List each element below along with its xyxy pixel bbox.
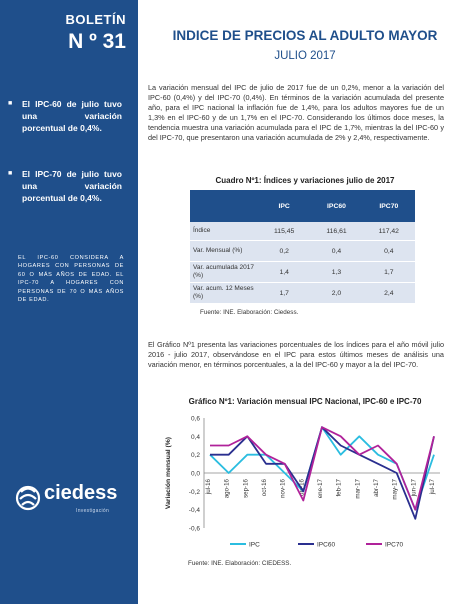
x-tick-label: jun-17 [410,478,417,497]
y-tick-label: 0,4 [191,434,200,441]
bulletin-number: N º 31 [68,30,126,53]
legend-label: IPC60 [317,541,335,548]
definition-note: EL IPC-60 CONSIDERA A HOGARES CON PERSON… [18,255,124,304]
table-cell: Var. Mensual (%) [190,240,258,262]
table-cell: 0,4 [362,240,415,262]
x-tick-label: jul-16 [205,478,212,495]
ciedess-logo-icon [15,485,41,511]
y-tick-label: -0,6 [189,526,201,533]
sidebar: BOLETÍN N º 31 El IPC-60 de julio tuvo u… [0,0,138,604]
index-table: IPC IPC60 IPC70 Índice 115,45 116,61 117… [190,190,415,304]
x-tick-label: ago-16 [224,478,231,498]
table-row: Var. Mensual (%) 0,2 0,4 0,4 [190,240,415,262]
table-row: Índice 115,45 116,61 117,42 [190,222,415,241]
table-header-cell: IPC60 [310,190,363,222]
table-cell: 1,7 [362,261,415,283]
table-header-cell [190,190,258,222]
intro-paragraph: La variación mensual del IPC de julio de… [148,83,444,142]
x-tick-label: abr-17 [373,478,380,496]
highlight-ipc70: El IPC-70 de julio tuvo una variación po… [8,168,122,204]
highlight-ipc60: El IPC-60 de julio tuvo una variación po… [8,98,122,134]
x-tick-label: dic-16 [298,478,305,495]
table-cell: Índice [190,222,258,241]
table-cell: Var. acumulada 2017 (%) [190,261,258,283]
table-cell: 0,4 [310,240,363,262]
y-tick-label: 0,2 [191,452,200,459]
logo-text: ciedess [44,482,118,504]
table-title: Cuadro Nº1: Índices y variaciones julio … [215,176,395,185]
x-tick-label: oct-16 [261,478,268,496]
x-tick-label: may-17 [392,478,399,499]
bulletin-label: BOLETÍN [65,12,126,27]
table-cell: 1,3 [310,261,363,283]
x-tick-label: jul-17 [429,478,436,495]
legend-label: IPC [249,541,260,548]
table-header-cell: IPC [258,190,311,222]
table-cell: 1,4 [258,261,311,283]
legend-label: IPC70 [385,541,403,548]
page-title: INDICE DE PRECIOS AL ADULTO MAYOR [172,28,438,43]
table-cell: 1,7 [258,282,311,304]
x-tick-label: nov-16 [280,478,287,497]
x-tick-label: ene-17 [317,478,324,498]
table-cell: 0,2 [258,240,311,262]
x-tick-label: mar-17 [354,478,361,498]
series-line-ipc70 [210,426,435,511]
y-axis-label: Variación mensual (%) [165,437,172,509]
line-chart: -0,6 -0,4 -0,2 0,0 0,2 0,4 0,6 Variación mensua… [165,416,440,548]
table-row: Var. acumulada 2017 (%) 1,4 1,3 1,7 [190,261,415,283]
y-tick-label: 0,0 [191,471,200,478]
table-cell: 115,45 [258,222,311,241]
chart-title: Gráfico Nº1: Variación mensual IPC Nacio… [188,397,422,406]
y-tick-label: -0,2 [189,489,201,496]
table-cell: Var. acum. 12 Meses (%) [190,282,258,304]
table-source: Fuente: INE. Elaboración: Ciedess. [200,309,299,316]
table-cell: 117,42 [362,222,415,241]
y-tick-label: 0,6 [191,416,200,423]
x-tick-label: feb-17 [336,478,343,496]
table-cell: 116,61 [310,222,363,241]
chart-source: Fuente: INE. Elaboración: CIEDESS. [188,560,292,567]
table-cell: 2,0 [310,282,363,304]
table-header-cell: IPC70 [362,190,415,222]
x-tick-label: sep-16 [242,478,249,497]
table-header-row: IPC IPC60 IPC70 [190,190,415,222]
chart-paragraph: El Gráfico Nº1 presenta las variaciones … [148,340,444,369]
y-tick-label: -0,4 [189,507,201,514]
table-cell: 2,4 [362,282,415,304]
table-row: Var. acum. 12 Meses (%) 1,7 2,0 2,4 [190,282,415,304]
page-subtitle: JULIO 2017 [274,50,336,62]
logo-subtext: Investigación [76,508,110,514]
